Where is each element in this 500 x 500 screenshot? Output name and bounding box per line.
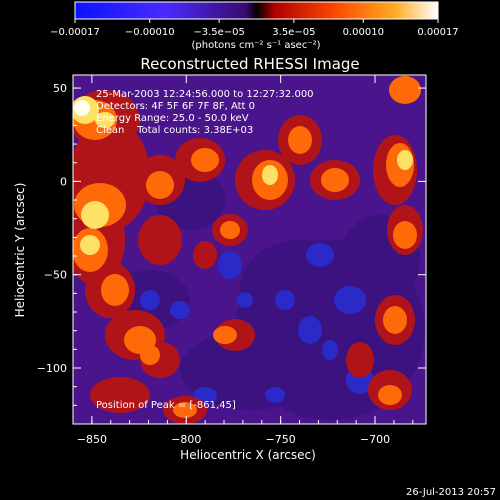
heatmap-negative-blob — [170, 301, 190, 319]
colorbar-tick-label: 3.5e−05 — [272, 27, 315, 38]
x-axis-label: Heliocentric X (arcsec) — [180, 448, 316, 462]
chart-title: Reconstructed RHESSI Image — [140, 55, 359, 73]
x-tick-label: −750 — [266, 433, 296, 446]
heatmap-positive-region — [138, 215, 182, 265]
annotation-detectors: Detectors: 4F 5F 6F 7F 8F, Att 0 — [96, 101, 255, 112]
heatmap-peak-blob — [80, 235, 100, 255]
heatmap-negative-blob — [298, 316, 322, 344]
y-tick-label: −100 — [37, 362, 67, 375]
colorbar-tick-label: 0.00017 — [417, 27, 458, 38]
colorbar-tick-label: 0.00010 — [343, 27, 384, 38]
annotation-total-counts: Clean Total counts: 3.38E+03 — [96, 125, 253, 136]
heatmap-positive-blob — [146, 171, 174, 199]
heatmap-positive-blob — [220, 221, 240, 239]
heatmap-peak-blob — [397, 150, 413, 170]
heatmap-negative-blob — [237, 292, 253, 308]
heatmap-negative-blob — [140, 290, 160, 310]
heatmap — [73, 76, 425, 424]
heatmap-positive-region — [90, 377, 150, 413]
colorbar — [74, 1, 439, 20]
plot-frame — [72, 74, 427, 425]
y-tick-label: 0 — [60, 175, 67, 188]
colorbar-unit-label: (photons cm⁻² s⁻¹ asec⁻²) — [191, 40, 320, 51]
heatmap-negative-blob — [193, 387, 217, 403]
heatmap-peak-max — [74, 100, 90, 116]
heatmap-negative-blob — [218, 251, 242, 279]
heatmap-positive-blob — [288, 126, 312, 154]
heatmap-positive-region — [346, 342, 374, 378]
heatmap-positive-region — [193, 241, 217, 269]
heatmap-peak-blob — [262, 165, 278, 185]
heatmap-positive-blob — [321, 168, 349, 192]
heatmap-negative-blob — [334, 286, 366, 314]
heatmap-negative-region — [180, 330, 320, 410]
heatmap-negative-blob — [265, 387, 285, 403]
colorbar-tick-label: −3.5e−05 — [193, 27, 245, 38]
heatmap-negative-region — [240, 240, 360, 340]
y-tick-label: −50 — [44, 269, 67, 282]
colorbar-ticks: −0.00017 −0.00010 −3.5e−05 3.5e−05 0.00010 0.… — [50, 19, 459, 38]
heatmap-negative-blob — [306, 243, 334, 267]
peak-position-label: Position of Peak = [-861,45] — [96, 400, 236, 411]
y-axis-ticks: 50 0 −50 −100 — [37, 82, 426, 425]
heatmap-peak-blob — [81, 201, 109, 229]
heatmap-positive-blob — [389, 76, 421, 104]
heatmap-positive-blob — [191, 148, 219, 172]
heatmap-positive-blob — [378, 385, 402, 405]
x-tick-label: −850 — [77, 433, 107, 446]
y-axis-label: Heliocentric Y (arcsec) — [13, 183, 27, 318]
x-axis-ticks: −850 −800 −750 −700 — [72, 75, 414, 446]
heatmap-positive-blob — [173, 402, 197, 418]
y-tick-label: 50 — [53, 82, 67, 95]
heatmap-positive-blob — [101, 274, 129, 306]
footer-timestamp: 26-Jul-2013 20:57 — [406, 487, 496, 498]
heatmap-peak-blob — [95, 112, 115, 128]
colorbar-tick-label: −0.00017 — [50, 27, 100, 38]
heatmap-positive-blob — [213, 326, 237, 344]
annotation-energy-range: Energy Range: 25.0 - 50.0 keV — [96, 113, 249, 124]
heatmap-positive-blob — [140, 345, 160, 365]
x-tick-label: −700 — [360, 433, 390, 446]
heatmap-positive-blob — [393, 221, 417, 249]
colorbar-tick-label: −0.00010 — [125, 27, 175, 38]
annotation-time-range: 25-Mar-2003 12:24:56.000 to 12:27:32.000 — [96, 89, 314, 100]
heatmap-positive-blob — [383, 306, 407, 334]
x-tick-label: −800 — [171, 433, 201, 446]
heatmap-negative-blob — [275, 290, 295, 310]
annotation-block: 25-Mar-2003 12:24:56.000 to 12:27:32.000… — [96, 89, 314, 136]
heatmap-negative-blob — [322, 340, 338, 360]
